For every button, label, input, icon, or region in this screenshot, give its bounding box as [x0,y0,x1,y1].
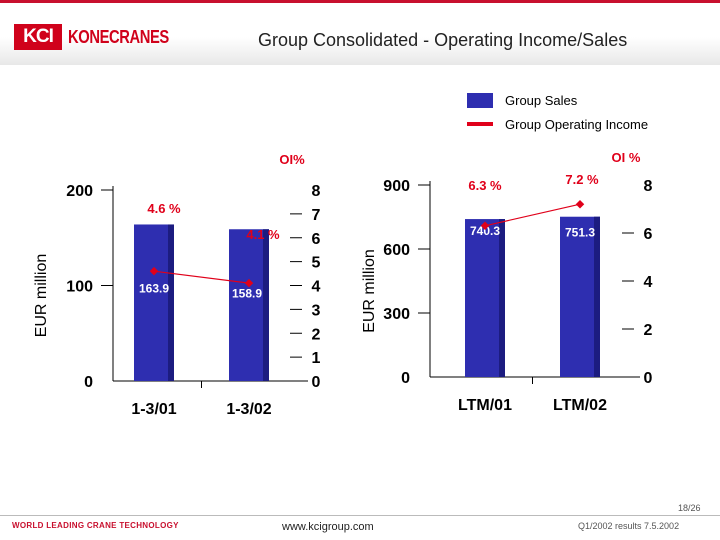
y-tick-label-2-2: 600 [383,242,410,259]
logo-mark: KCI [14,24,62,50]
y2-tick-label-2-2: 4 [644,274,653,291]
y-tick-label-1-1: 100 [66,279,93,296]
y2-tick-label-1-1: 1 [312,350,321,367]
oi-label-2-1: 6.3 % [468,178,502,193]
y-tick-label-2-0: 0 [401,370,410,387]
y2-tick-label-1-4: 4 [312,279,321,296]
oi-line-1 [153,270,250,284]
header-band [0,3,720,65]
footer-meta: Q1/2002 results 7.5.2002 [578,521,680,531]
legend-bar-swatch [467,92,493,108]
top-rule [0,0,720,3]
y2-tick-label-2-4: 8 [644,178,653,195]
y-axis-title-1: EUR million [33,254,50,338]
bar-value-label-1-1: 163.9 [139,281,169,295]
y2-tick-label-2-0: 0 [644,370,653,387]
legend-label-oi: Group Operating Income [505,116,649,132]
company-logo: KCI KONECRANES [14,24,191,50]
y-axis-title-2: EUR million [361,249,378,333]
y-tick-label-1-0: 0 [84,374,93,391]
category-label-1-1: 1-3/01 [131,401,176,418]
footer-url: www.kcigroup.com [282,521,374,533]
legend-line-swatch [467,122,493,126]
y2-tick-label-1-3: 3 [312,302,321,319]
oi-point-2-1 [480,221,490,231]
y2-tick-label-1-5: 5 [312,255,321,272]
y2-axis-title-2: OI % [612,150,641,165]
bar-value-label-2-1: 740.3 [470,224,500,238]
bar-2-2 [560,216,600,377]
legend-item-oi: Group Operating Income [467,112,648,136]
y2-tick-label-2-1: 2 [644,322,653,339]
bar-2-1 [465,219,505,377]
chart-legend: Group Sales Group Operating Income [467,88,648,136]
oi-label-1-2: 4.1 % [246,227,280,242]
bar-1-1 [134,224,174,381]
category-label-2-1: LTM/01 [458,397,512,414]
y2-tick-label-1-8: 8 [312,183,321,200]
y2-tick-label-2-3: 6 [644,226,653,243]
oi-label-2-2: 7.2 % [565,172,599,187]
category-label-1-2: 1-3/02 [226,401,271,418]
legend-label-sales: Group Sales [505,92,578,108]
bar-value-label-2-2: 751.3 [565,226,595,240]
logo-text: KONECRANES [68,26,169,47]
oi-point-1-2 [244,278,254,288]
bar-shade-1-2 [263,229,269,381]
y-tick-label-1-2: 200 [66,183,93,200]
oi-point-1-1 [149,266,159,276]
y2-tick-label-1-2: 2 [312,326,321,343]
y2-axis-title-1: OI% [279,152,305,167]
y2-tick-label-1-7: 7 [312,207,321,224]
bar-shade-2-2 [594,216,600,377]
oi-point-2-2 [575,199,585,209]
y-tick-label-2-3: 900 [383,178,410,195]
page-number: 18/26 [678,503,701,513]
oi-line-2 [484,203,581,227]
slide-title: Group Consolidated - Operating Income/Sa… [258,30,628,50]
y-tick-label-2-1: 300 [383,306,410,323]
oi-label-1-1: 4.6 % [147,201,181,216]
footer-tagline: WORLD LEADING CRANE TECHNOLOGY [12,521,179,530]
bar-shade-2-1 [499,219,505,377]
y2-tick-label-1-6: 6 [312,231,321,248]
footer-rule [0,515,720,516]
y2-tick-label-1-0: 0 [312,374,321,391]
bar-value-label-1-2: 158.9 [232,286,262,300]
category-label-2-2: LTM/02 [553,397,607,414]
bar-shade-1-1 [168,224,174,381]
bar-1-2 [229,229,269,381]
legend-item-sales: Group Sales [467,88,648,112]
